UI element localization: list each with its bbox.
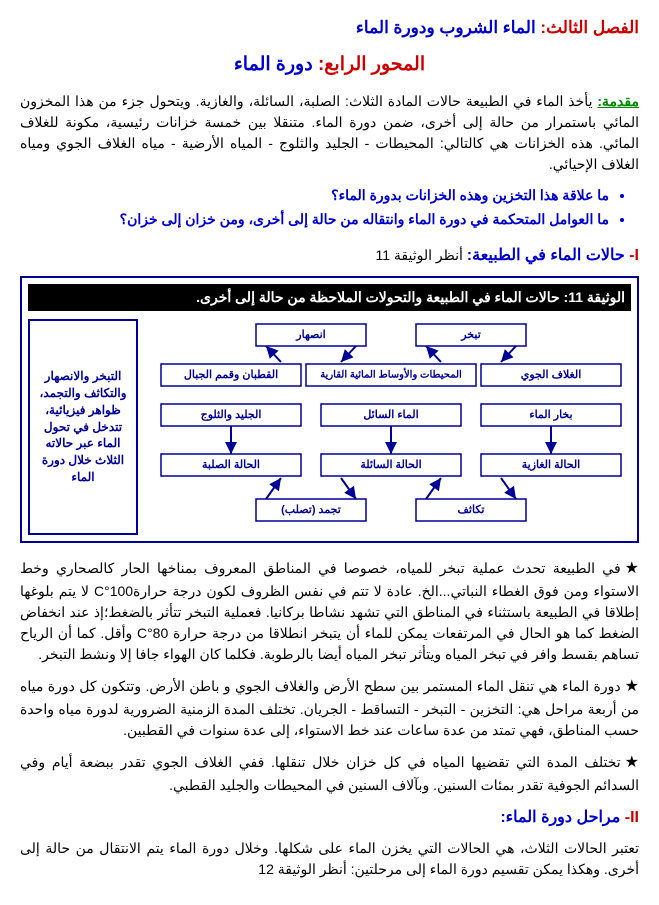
star-icon: ★ bbox=[625, 557, 639, 581]
svg-text:الحالة السائلة: الحالة السائلة bbox=[360, 459, 421, 471]
svg-text:تبخر: تبخر bbox=[460, 329, 481, 341]
document-11-content: تبخر انصهار الغلاف الجوي المحيطات والأوساط … bbox=[28, 319, 631, 535]
side-note-box: التبخر والانصهار والتكاثف والتجمد، ظواهر… bbox=[28, 319, 138, 535]
section2-num: II- bbox=[620, 809, 639, 826]
star-icon: ★ bbox=[625, 751, 639, 775]
section1-heading: I- حالات الماء في الطبيعة: أنظر الوثيقة … bbox=[20, 244, 639, 268]
svg-text:انصهار: انصهار bbox=[295, 329, 325, 341]
section1-after: أنظر الوثيقة 11 bbox=[375, 247, 466, 263]
questions-list: ما علاقة هذا التخزين وهذه الخزانات بدورة… bbox=[20, 185, 609, 230]
section2-heading: II- مراحل دورة الماء: bbox=[20, 806, 639, 830]
svg-text:الماء السائل: الماء السائل bbox=[363, 409, 418, 421]
question-item: ما علاقة هذا التخزين وهذه الخزانات بدورة… bbox=[20, 185, 609, 206]
svg-text:الحالة الصلبة: الحالة الصلبة bbox=[202, 459, 260, 471]
section1-num: I- bbox=[625, 247, 639, 264]
svg-text:تجمد (تصلب): تجمد (تصلب) bbox=[281, 504, 341, 516]
svg-text:القطبان وقمم الجبال: القطبان وقمم الجبال bbox=[184, 369, 278, 381]
axis-label: المحور الرابع: bbox=[318, 54, 425, 75]
document-11-title: الوثيقة 11: حالات الماء في الطبيعة والتح… bbox=[28, 284, 631, 311]
paragraph-2: ★دورة الماء هي تنقل الماء المستمر بين سط… bbox=[20, 675, 639, 741]
axis-heading: المحور الرابع: دورة الماء bbox=[20, 51, 639, 80]
chapter-label: الفصل الثالث: bbox=[540, 18, 639, 37]
svg-text:بخار الماء: بخار الماء bbox=[529, 409, 572, 421]
svg-text:المحيطات والأوساط المائية القا: المحيطات والأوساط المائية القارية bbox=[320, 369, 462, 381]
diagram-area: تبخر انصهار الغلاف الجوي المحيطات والأوساط … bbox=[144, 319, 631, 535]
closing-paragraph: تعتبر الحالات الثلاث، هي الحالات التي يخ… bbox=[20, 838, 639, 880]
paragraph-1: ★في الطبيعة تحدث عملية تبخر للمياه، خصوص… bbox=[20, 557, 639, 665]
svg-text:تكاثف: تكاثف bbox=[458, 504, 485, 516]
svg-text:الغلاف الجوي: الغلاف الجوي bbox=[521, 369, 582, 382]
svg-text:الحالة الغازية: الحالة الغازية bbox=[522, 459, 581, 471]
paragraph-3: ★تختلف المدة التي تقضيها المياه في كل خز… bbox=[20, 751, 639, 796]
paragraph-1-text: في الطبيعة تحدث عملية تبخر للمياه، خصوصا… bbox=[20, 560, 639, 662]
chapter-heading: الفصل الثالث: الماء الشروب ودورة الماء bbox=[20, 15, 639, 41]
intro-label: مقدمة: bbox=[597, 93, 639, 109]
paragraph-3-text: تختلف المدة التي تقضيها المياه في كل خزا… bbox=[20, 754, 639, 793]
intro-body: يأخذ الماء في الطبيعة حالات المادة الثلا… bbox=[20, 93, 639, 172]
states-diagram: تبخر انصهار الغلاف الجوي المحيطات والأوساط … bbox=[151, 319, 631, 529]
question-item: ما العوامل المتحكمة في دورة الماء وانتقا… bbox=[20, 209, 609, 230]
star-icon: ★ bbox=[625, 675, 639, 699]
chapter-title: الماء الشروب ودورة الماء bbox=[356, 18, 536, 37]
axis-title: دورة الماء bbox=[234, 54, 313, 75]
section2-title: مراحل دورة الماء: bbox=[500, 809, 620, 826]
section1-title: حالات الماء في الطبيعة: bbox=[467, 247, 625, 264]
svg-text:الجليد والثلوج: الجليد والثلوج bbox=[201, 409, 262, 421]
intro-paragraph: مقدمة: يأخذ الماء في الطبيعة حالات الماد… bbox=[20, 91, 639, 175]
paragraph-2-text: دورة الماء هي تنقل الماء المستمر بين سطح… bbox=[20, 678, 639, 738]
document-11-frame: الوثيقة 11: حالات الماء في الطبيعة والتح… bbox=[20, 276, 639, 543]
